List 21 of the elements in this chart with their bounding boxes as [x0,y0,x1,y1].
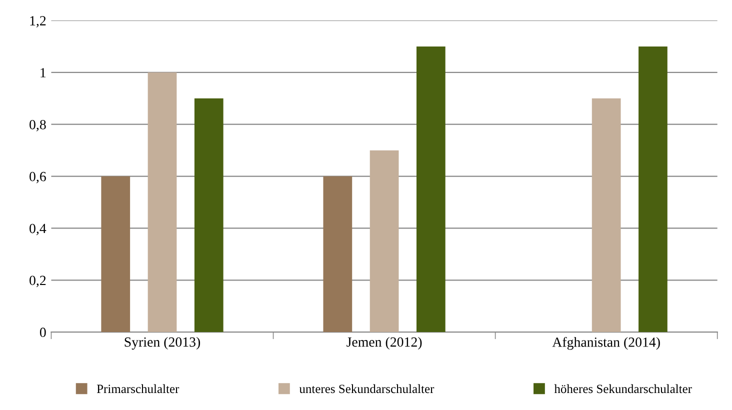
x-tick-label: Syrien (2013) [124,336,200,350]
bar [416,46,446,332]
bar [148,72,177,332]
legend-label: höheres Sekundarschulalter [554,384,692,394]
x-tick-label: Afghanistan (2014) [552,336,660,350]
bar [370,150,399,332]
x-tick-label: Jemen (2012) [346,336,422,350]
y-tick-label: 0,4 [30,224,46,236]
bar [638,46,668,332]
y-tick-label: 1 [40,68,46,78]
legend-label: Primarschulalter [96,384,180,394]
legend-label: unteres Sekundarschulalter [299,384,434,394]
y-tick-label: 0,6 [30,172,46,184]
bar [101,176,130,332]
y-tick-label: 0,8 [30,120,46,132]
bar [592,98,621,332]
y-tick-label: 1,2 [30,16,46,28]
y-tick-label: 0 [40,328,46,338]
bar [323,176,352,332]
bar [194,98,224,332]
y-tick-label: 0,2 [30,276,46,288]
